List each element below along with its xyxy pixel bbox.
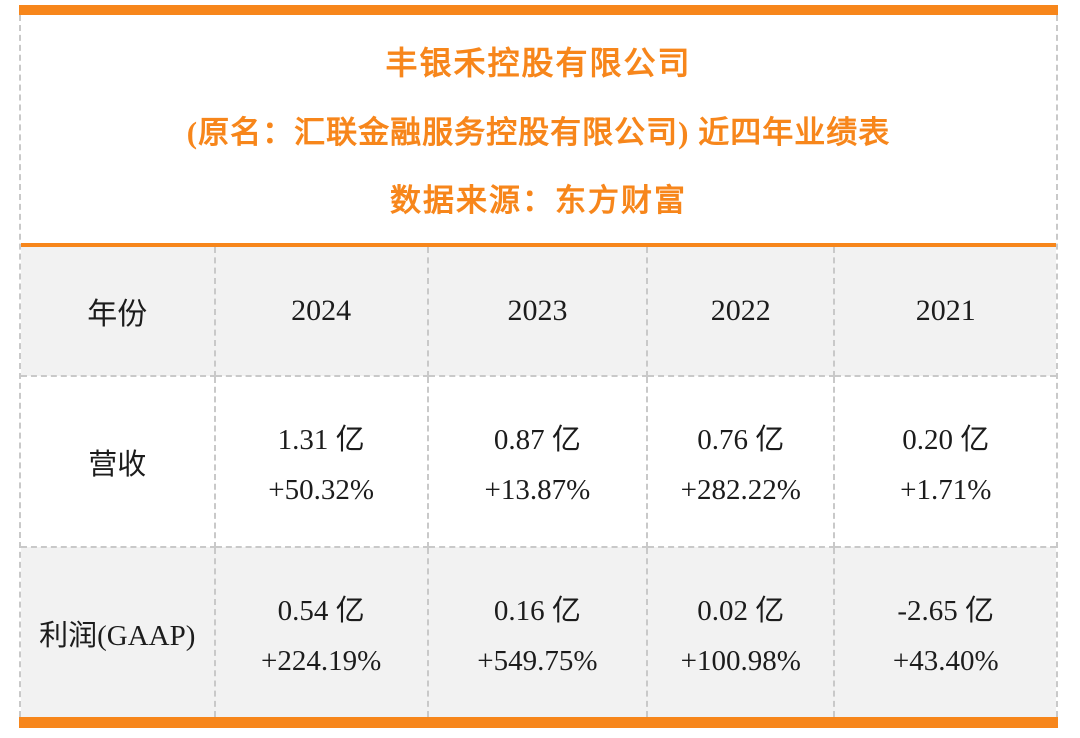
amount-text: 0.87 亿 bbox=[493, 424, 581, 456]
year-2021-header: 2021 bbox=[833, 247, 1056, 377]
profit-2021-cell: -2.65 亿 +43.40% bbox=[833, 546, 1056, 717]
amount-text: 1.31 亿 bbox=[277, 424, 365, 456]
profit-2022-cell: 0.02 亿 +100.98% bbox=[646, 546, 836, 717]
change-text: +13.87% bbox=[484, 474, 591, 506]
year-2023-header: 2023 bbox=[426, 247, 649, 377]
profit-row: 利润(GAAP) 0.54 亿 +224.19% 0.16 亿 +549.75% bbox=[21, 546, 1056, 717]
year-2022-header: 2022 bbox=[646, 247, 836, 377]
company-name: 丰银禾控股有限公司 bbox=[385, 45, 692, 81]
change-text: +100.98% bbox=[680, 645, 801, 677]
change-text: +1.71% bbox=[900, 474, 992, 506]
change-text: +282.22% bbox=[680, 474, 801, 506]
data-source-line: 数据来源：东方财富 bbox=[390, 183, 687, 218]
revenue-2024-cell: 1.31 亿 +50.32% bbox=[213, 375, 429, 548]
change-text: +549.75% bbox=[477, 645, 598, 677]
profit-2023-cell: 0.16 亿 +549.75% bbox=[426, 546, 649, 717]
amount-text: 0.54 亿 bbox=[277, 595, 365, 627]
bottom-accent-bar bbox=[19, 717, 1058, 728]
top-accent-bar bbox=[19, 5, 1058, 15]
revenue-2021-cell: 0.20 亿 +1.71% bbox=[833, 375, 1056, 548]
change-text: +50.32% bbox=[268, 474, 375, 506]
amount-text: 0.20 亿 bbox=[902, 424, 990, 456]
change-text: +224.19% bbox=[261, 645, 382, 677]
revenue-2022-cell: 0.76 亿 +282.22% bbox=[646, 375, 836, 548]
profit-label: 利润(GAAP) bbox=[21, 546, 216, 717]
title-block: 丰银禾控股有限公司 (原名：汇联金融服务控股有限公司) 近四年业绩表 数据来源：… bbox=[21, 15, 1056, 243]
table-header-row: 年份 2024 2023 2022 2021 bbox=[21, 247, 1056, 377]
profit-2024-cell: 0.54 亿 +224.19% bbox=[213, 546, 429, 717]
revenue-2023-cell: 0.87 亿 +13.87% bbox=[426, 375, 649, 548]
change-text: +43.40% bbox=[892, 645, 999, 677]
report-subtitle: (原名：汇联金融服务控股有限公司) 近四年业绩表 bbox=[186, 115, 891, 150]
year-2024-header: 2024 bbox=[213, 247, 429, 377]
amount-text: 0.02 亿 bbox=[697, 595, 785, 627]
results-sheet: 丰银禾控股有限公司 (原名：汇联金融服务控股有限公司) 近四年业绩表 数据来源：… bbox=[19, 5, 1058, 728]
results-table: 年份 2024 2023 2022 2021 营收 1.31 亿 +50.32% bbox=[21, 247, 1056, 717]
revenue-row: 营收 1.31 亿 +50.32% 0.87 亿 +13.87% bbox=[21, 375, 1056, 548]
framed-content: 丰银禾控股有限公司 (原名：汇联金融服务控股有限公司) 近四年业绩表 数据来源：… bbox=[19, 15, 1058, 717]
title-divider bbox=[21, 243, 1056, 247]
revenue-label: 营收 bbox=[21, 375, 216, 548]
amount-text: 0.16 亿 bbox=[493, 595, 581, 627]
year-column-header: 年份 bbox=[21, 247, 216, 377]
amount-text: -2.65 亿 bbox=[897, 595, 995, 627]
amount-text: 0.76 亿 bbox=[697, 424, 785, 456]
